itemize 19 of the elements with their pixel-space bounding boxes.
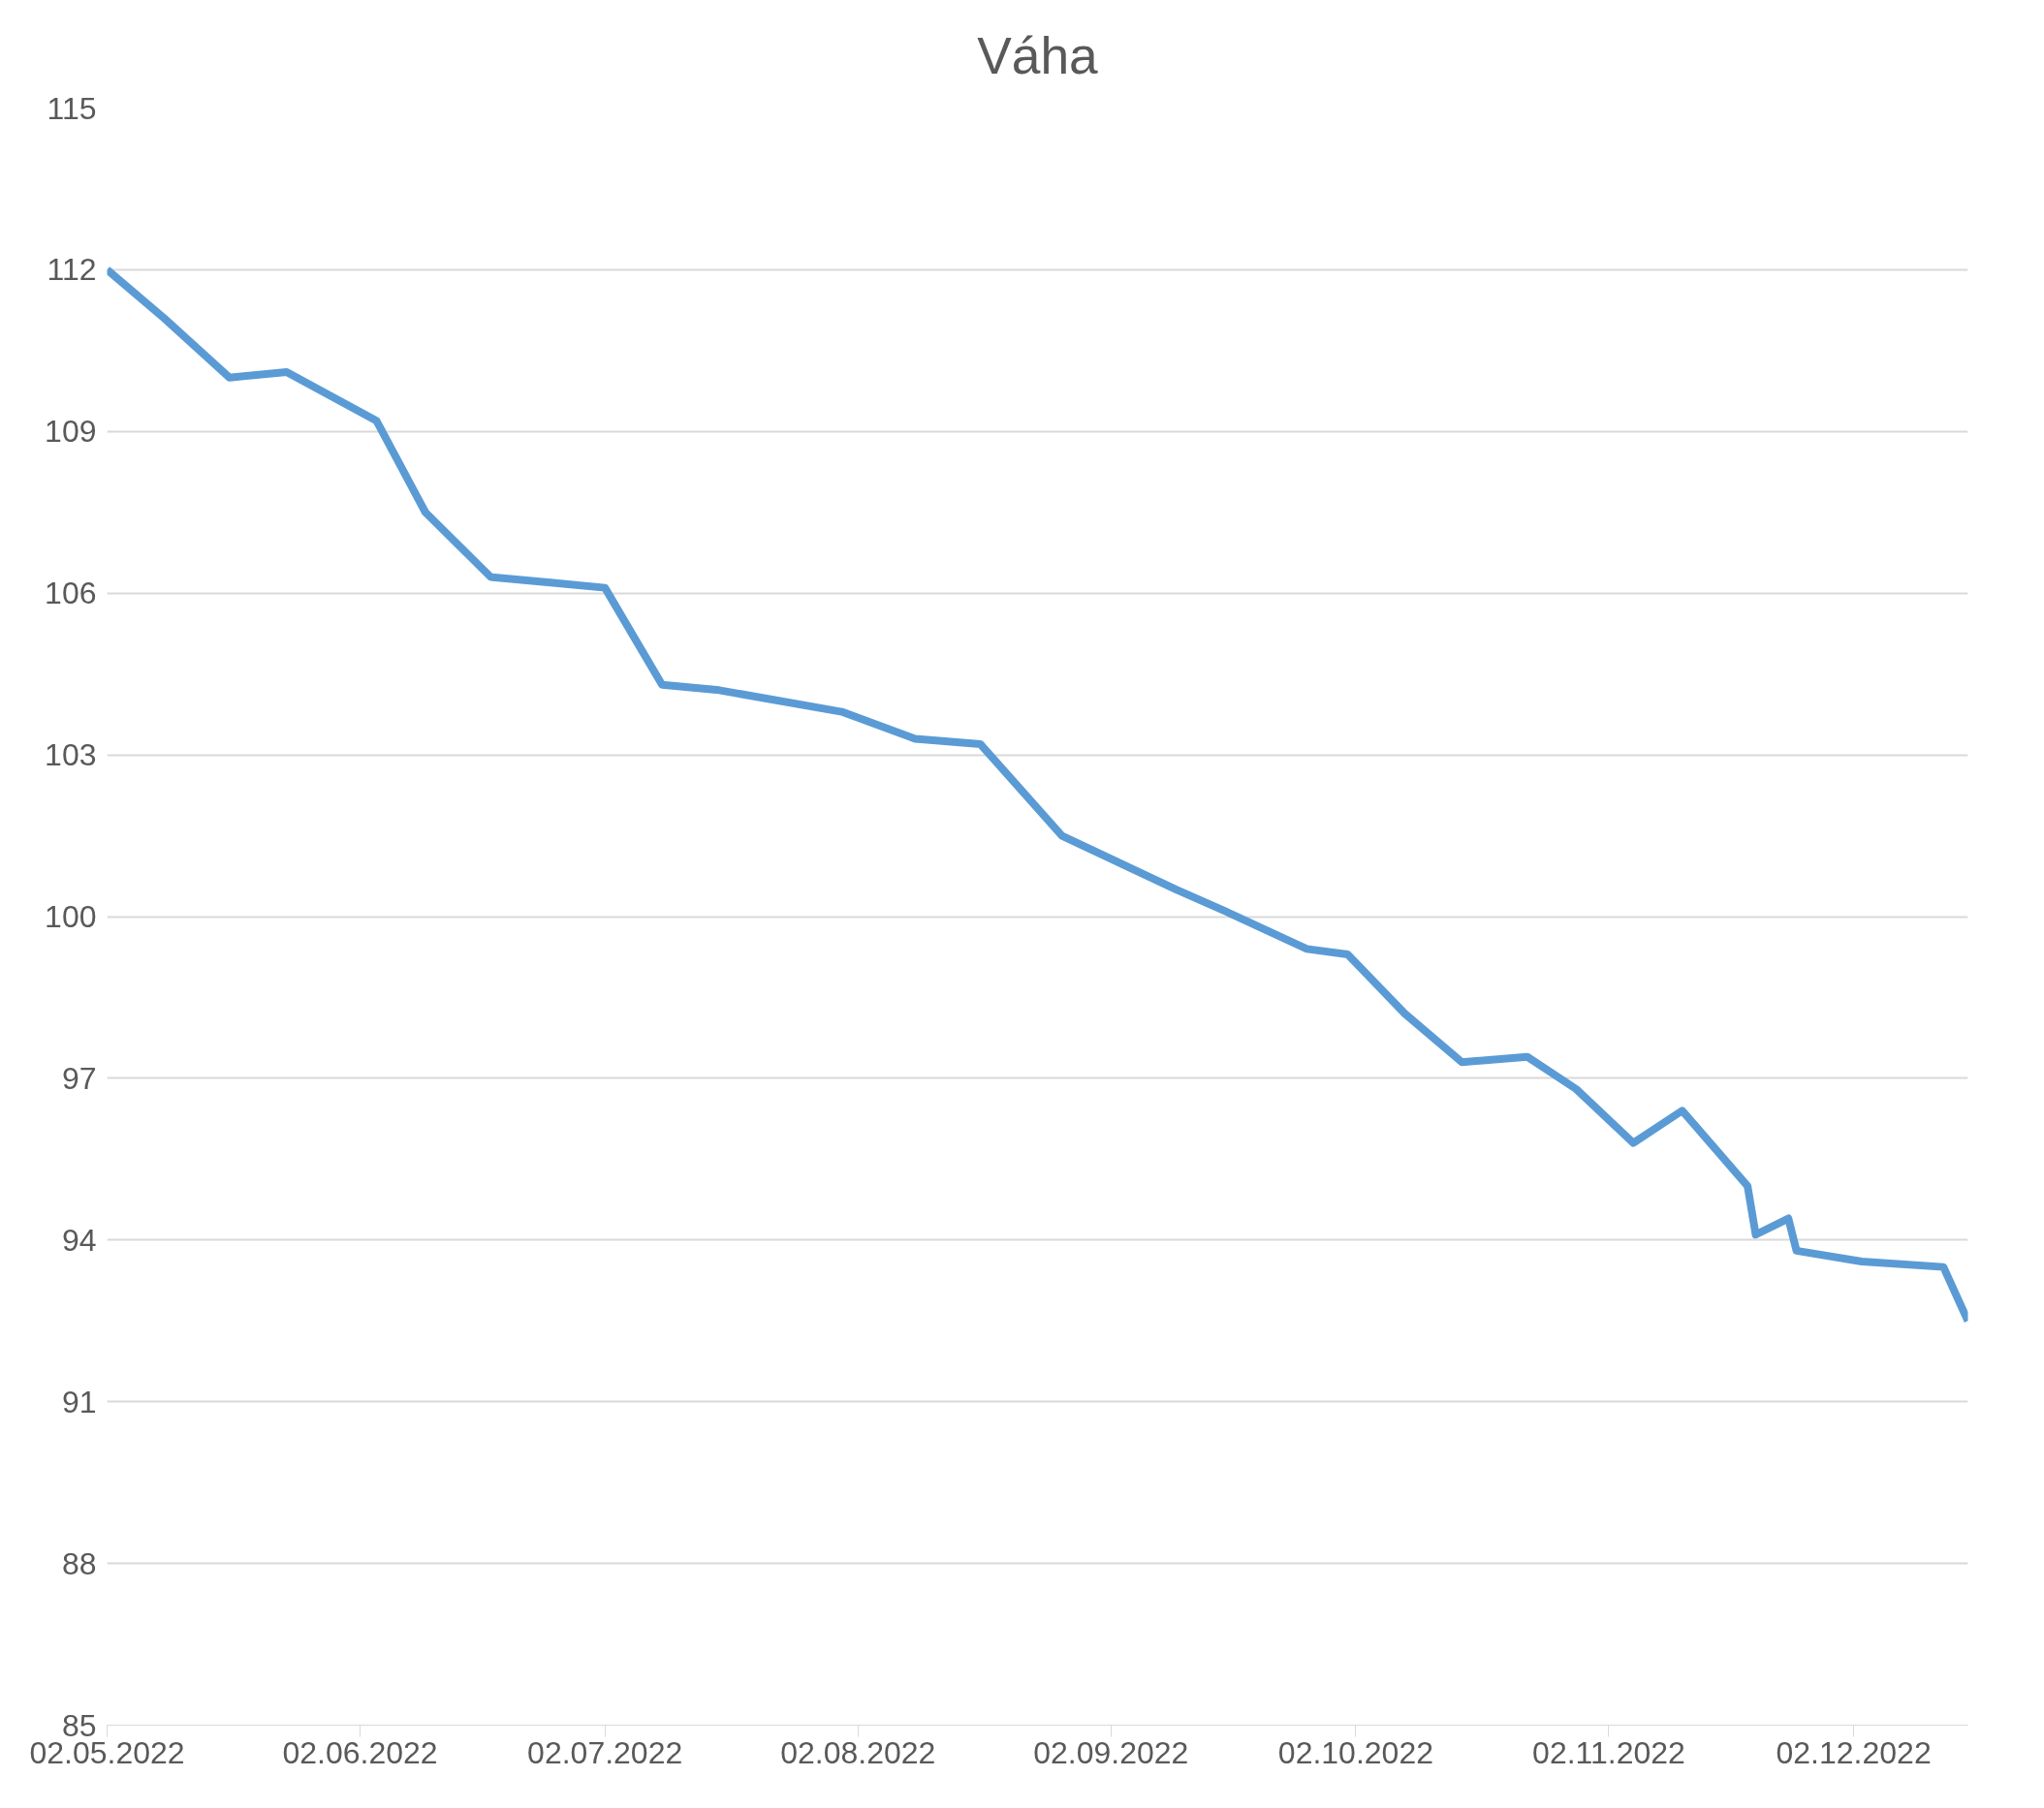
x-tick-label: 02.08.2022: [780, 1734, 936, 1770]
x-tick-label: 02.10.2022: [1277, 1734, 1433, 1770]
x-tick-label: 02.07.2022: [527, 1734, 683, 1770]
y-tick-label: 103: [45, 737, 97, 773]
y-tick-label: 112: [47, 252, 97, 288]
y-tick-label: 106: [45, 576, 97, 611]
y-tick-label: 109: [45, 414, 97, 450]
y-tick-label: 97: [61, 1060, 97, 1096]
y-tick-label: 100: [45, 899, 97, 934]
y-tick-label: 85: [61, 1707, 97, 1743]
y-tick-label: 94: [61, 1222, 97, 1258]
y-tick-label: 115: [47, 90, 97, 126]
y-tick-label: 91: [61, 1384, 97, 1419]
x-tick-label: 02.11.2022: [1532, 1734, 1685, 1770]
x-tick-label: 02.09.2022: [1033, 1734, 1189, 1770]
y-tick-label: 88: [61, 1545, 97, 1581]
chart-title: Váha: [977, 26, 1099, 84]
x-tick-label: 02.12.2022: [1776, 1734, 1932, 1770]
x-tick-label: 02.06.2022: [282, 1734, 438, 1770]
